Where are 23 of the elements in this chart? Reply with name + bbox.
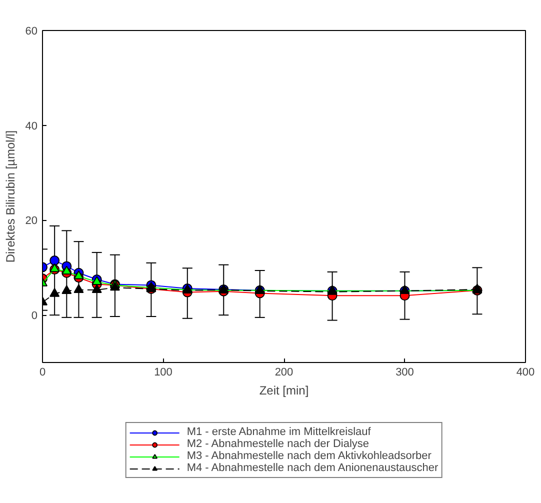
y-tick-label: 0 <box>31 310 38 322</box>
x-tick-label: 200 <box>274 366 294 378</box>
y-axis-title: Direktes Bilirubin [µmol/l] <box>3 130 18 263</box>
point <box>62 285 72 294</box>
x-tick-label: 300 <box>396 366 414 378</box>
x-axis-title: Zeit [min] <box>259 384 309 398</box>
legend-label: M4 - Abnahmestelle nach dem Anionenaustauscher <box>186 462 438 474</box>
point <box>92 284 102 294</box>
y-tick-label: 20 <box>25 215 38 228</box>
point <box>50 288 60 297</box>
legend-label: M2 - Abnahmestelle nach der Dialyse <box>186 438 370 450</box>
x-tick-label: 100 <box>154 366 172 378</box>
point <box>50 256 60 266</box>
y-tick-label: 60 <box>25 26 38 38</box>
point <box>50 263 60 272</box>
point <box>62 266 72 275</box>
y-tick-label: 40 <box>25 120 38 132</box>
point <box>74 270 84 280</box>
legend-label: M1 - erste Abnahme im Mittelkreislauf <box>186 426 371 438</box>
legend-label: M3 - Abnahmestelle nach dem Aktivkohleadsorber <box>186 450 432 462</box>
x-tick-label: 400 <box>516 366 535 378</box>
x-tick-label: 0 <box>39 366 46 378</box>
point <box>74 284 84 294</box>
